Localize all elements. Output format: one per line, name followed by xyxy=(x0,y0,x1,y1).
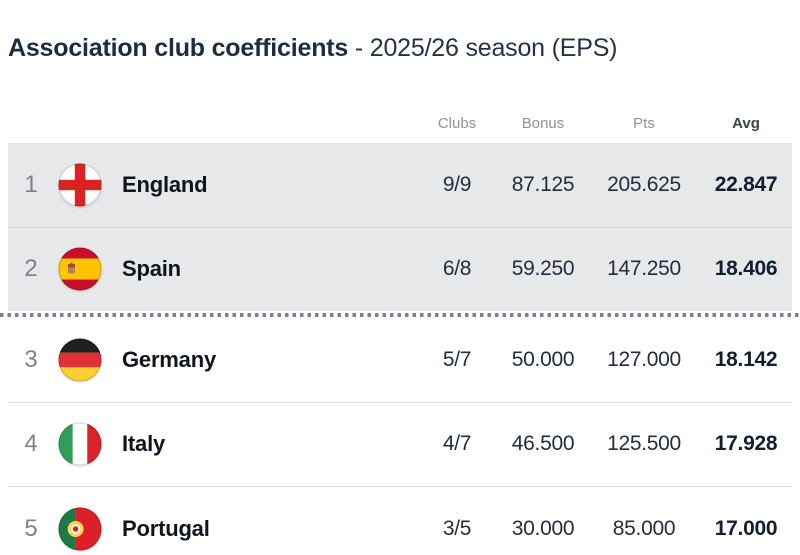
rank-value: 3 xyxy=(24,346,38,374)
bonus-value: 30.000 xyxy=(511,516,575,540)
page-title-season: 2025/26 season (EPS) xyxy=(369,34,618,62)
clubs-value: 3/5 xyxy=(442,516,472,540)
table-row-spain[interactable]: 2 Spain 6/8 59.250 147.250 18.406 xyxy=(8,226,792,311)
header-pts: Pts xyxy=(633,115,655,133)
header-bonus: Bonus xyxy=(521,115,565,133)
rank-value: 2 xyxy=(24,255,38,283)
page-title-dash: - xyxy=(348,34,370,62)
pts-value: 85.000 xyxy=(612,516,676,540)
avg-value: 17.928 xyxy=(714,432,778,456)
pts-value: 147.250 xyxy=(607,257,681,281)
page-title-main: Association club coefficients xyxy=(8,34,349,62)
table-row-italy[interactable]: 4 Italy 4/7 46.500 125.500 17.928 xyxy=(8,402,792,487)
clubs-value: 5/7 xyxy=(442,348,472,372)
flag-germany-icon xyxy=(54,338,108,382)
flag-england-icon xyxy=(54,163,108,207)
qualification-cutoff-dotted-separator xyxy=(0,312,800,317)
table-row-england[interactable]: 1 England 9/9 87.125 205.625 22.847 xyxy=(8,142,792,227)
clubs-value: 4/7 xyxy=(442,432,472,456)
clubs-value: 9/9 xyxy=(442,172,472,196)
country-name: Spain xyxy=(122,256,181,282)
header-avg: Avg xyxy=(732,115,760,133)
rank-value: 4 xyxy=(24,430,38,458)
header-clubs: Clubs xyxy=(437,115,477,133)
country-name: Germany xyxy=(122,347,216,373)
pts-value: 127.000 xyxy=(607,348,681,372)
pts-value: 205.625 xyxy=(607,172,681,196)
avg-value: 22.847 xyxy=(714,172,778,196)
bonus-value: 59.250 xyxy=(511,257,575,281)
bonus-value: 50.000 xyxy=(511,348,575,372)
pts-value: 125.500 xyxy=(607,432,681,456)
table-row-portugal[interactable]: 5 Portugal 3/5 30.000 85.000 17.000 xyxy=(8,486,792,555)
country-name: Portugal xyxy=(122,515,210,541)
flag-spain-icon xyxy=(54,247,108,291)
table-row-germany[interactable]: 3 Germany 5/7 50.000 127.000 18.142 xyxy=(8,318,792,403)
bonus-value: 46.500 xyxy=(511,432,575,456)
flag-portugal-icon xyxy=(54,507,108,551)
flag-italy-icon xyxy=(54,422,108,466)
rank-value: 5 xyxy=(24,514,38,542)
country-name: England xyxy=(122,171,208,197)
rank-value: 1 xyxy=(24,170,38,198)
avg-value: 17.000 xyxy=(714,516,778,540)
bonus-value: 87.125 xyxy=(511,172,575,196)
avg-value: 18.142 xyxy=(714,348,778,372)
page-title: Association club coefficients - 2025/26 … xyxy=(8,34,792,63)
table-header-row: Clubs Bonus Pts Avg xyxy=(8,105,792,143)
clubs-value: 6/8 xyxy=(442,257,472,281)
avg-value: 18.406 xyxy=(714,257,778,281)
country-name: Italy xyxy=(122,431,166,457)
